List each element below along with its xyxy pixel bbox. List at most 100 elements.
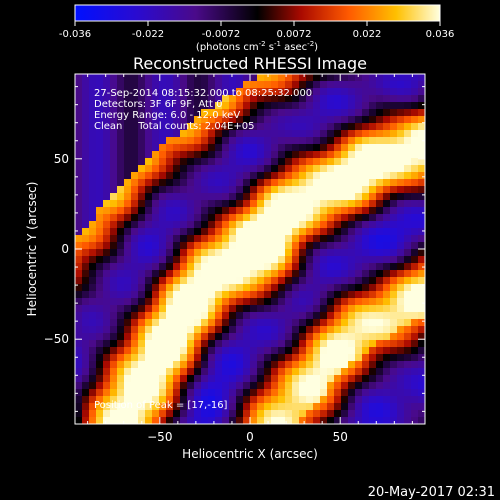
heatmap-cell [306, 249, 314, 257]
heatmap-cell [166, 95, 174, 103]
heatmap-cell [334, 256, 342, 264]
heatmap-cell [201, 200, 209, 208]
heatmap-cell [96, 389, 104, 397]
heatmap-cell [166, 186, 174, 194]
heatmap-cell [383, 235, 391, 243]
heatmap-cell [180, 291, 188, 299]
heatmap-cell [229, 116, 237, 124]
heatmap-cell [208, 277, 216, 285]
heatmap-cell [131, 207, 139, 215]
heatmap-cell [397, 333, 405, 341]
heatmap-cell [187, 347, 195, 355]
heatmap-cell [243, 298, 251, 306]
heatmap-cell [215, 200, 223, 208]
heatmap-cell [383, 396, 391, 404]
heatmap-cell [229, 277, 237, 285]
heatmap-cell [257, 347, 265, 355]
heatmap-cell [250, 389, 258, 397]
heatmap-cell [131, 270, 139, 278]
heatmap-cell [75, 193, 83, 201]
heatmap-cell [334, 151, 342, 159]
heatmap-cell [138, 109, 146, 117]
heatmap-cell [341, 109, 349, 117]
heatmap-cell [306, 214, 314, 222]
heatmap-cell [152, 81, 160, 89]
heatmap-cell [180, 354, 188, 362]
heatmap-cell [229, 137, 237, 145]
heatmap-cell [173, 200, 181, 208]
heatmap-cell [411, 256, 419, 264]
heatmap-cell [131, 417, 139, 424]
heatmap-cell [222, 95, 230, 103]
heatmap-cell [404, 389, 412, 397]
heatmap-cell [201, 305, 209, 313]
heatmap-cell [166, 403, 174, 411]
heatmap-cell [215, 305, 223, 313]
heatmap-cell [201, 137, 209, 145]
heatmap-cell [362, 347, 370, 355]
heatmap-cell [138, 368, 146, 376]
heatmap-cell [215, 109, 223, 117]
heatmap-cell [208, 396, 216, 404]
heatmap-cell [390, 375, 398, 383]
heatmap-cell [390, 291, 398, 299]
heatmap-cell [271, 403, 279, 411]
heatmap-cell [362, 214, 370, 222]
heatmap-cell [327, 144, 335, 152]
heatmap-cell [215, 319, 223, 327]
heatmap-cell [75, 200, 83, 208]
heatmap-cell [278, 305, 286, 313]
heatmap-cell [313, 193, 321, 201]
heatmap-cell [103, 305, 111, 313]
heatmap-cell [145, 95, 153, 103]
heatmap-cell [369, 354, 377, 362]
heatmap-cell [411, 242, 419, 250]
heatmap-cell [390, 340, 398, 348]
heatmap-cell [320, 277, 328, 285]
heatmap-cell [236, 74, 244, 82]
heatmap-cell [411, 88, 419, 96]
heatmap-cell [411, 116, 419, 124]
heatmap-cell [145, 102, 153, 110]
heatmap-cell [166, 284, 174, 292]
heatmap-cell [117, 249, 125, 257]
heatmap-cell [236, 249, 244, 257]
heatmap-cell [355, 130, 363, 138]
heatmap-cell [411, 193, 419, 201]
heatmap-cell [194, 333, 202, 341]
heatmap-cell [376, 368, 384, 376]
heatmap-cell [369, 214, 377, 222]
heatmap-cell [327, 305, 335, 313]
heatmap-cell [208, 186, 216, 194]
heatmap-cell [341, 396, 349, 404]
heatmap-cell [418, 95, 425, 103]
heatmap-cell [243, 172, 251, 180]
heatmap-cell [250, 382, 258, 390]
heatmap-cell [180, 109, 188, 117]
heatmap-cell [376, 298, 384, 306]
heatmap-cell [299, 88, 307, 96]
heatmap-cell [215, 375, 223, 383]
heatmap-cell [369, 200, 377, 208]
heatmap-cell [292, 403, 300, 411]
heatmap-cell [187, 242, 195, 250]
heatmap-cell [152, 130, 160, 138]
heatmap-cell [103, 347, 111, 355]
heatmap-cell [103, 389, 111, 397]
heatmap-cell [313, 172, 321, 180]
heatmap-cell [348, 88, 356, 96]
heatmap-cell [187, 326, 195, 334]
heatmap-cell [264, 417, 272, 424]
heatmap-cell [229, 305, 237, 313]
heatmap-cell [390, 410, 398, 418]
colorbar-tick-label: 0.0072 [277, 29, 312, 40]
heatmap-cell [264, 305, 272, 313]
heatmap-cell [208, 228, 216, 236]
heatmap-cell [131, 200, 139, 208]
heatmap-cell [320, 312, 328, 320]
heatmap-cell [334, 347, 342, 355]
heatmap-cell [117, 340, 125, 348]
heatmap-cell [89, 277, 97, 285]
heatmap-cell [348, 165, 356, 173]
heatmap-cell [208, 403, 216, 411]
